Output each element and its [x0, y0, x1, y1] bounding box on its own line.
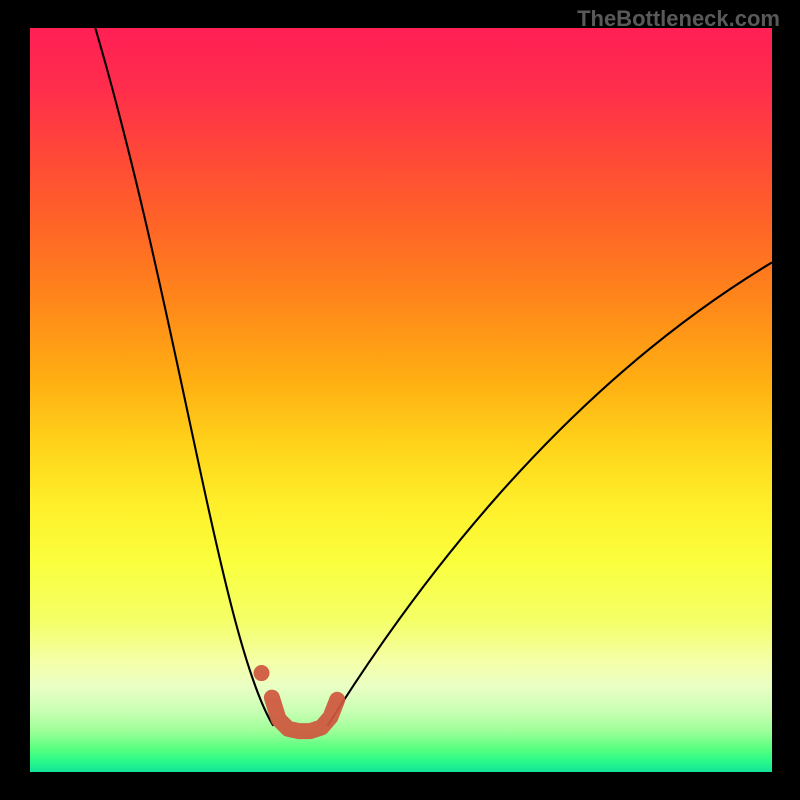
gradient-background	[30, 28, 772, 772]
watermark-text: TheBottleneck.com	[577, 6, 780, 32]
chart-svg	[30, 28, 772, 772]
plot-area	[30, 28, 772, 772]
trough-marker-dot	[254, 665, 270, 681]
figure-canvas: TheBottleneck.com	[0, 0, 800, 800]
